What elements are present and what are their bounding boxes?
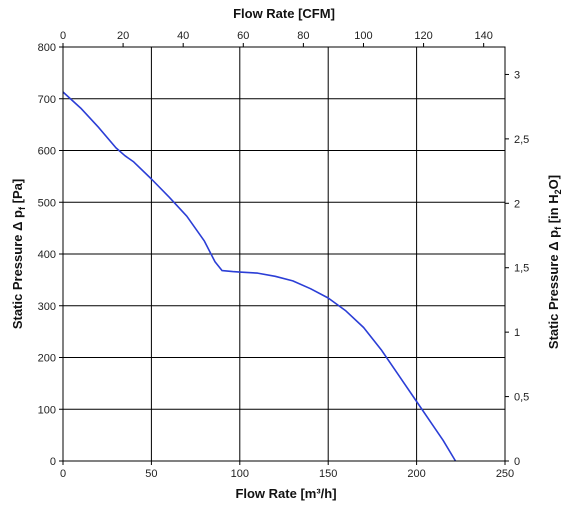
bottom-tick-label: 0 — [60, 468, 66, 480]
bottom-tick-label: 200 — [407, 468, 425, 480]
right-axis-title-subscript-2: 2 — [553, 189, 563, 194]
left-axis-title: Static Pressure Δ pf [Pa] — [10, 179, 27, 329]
left-tick-label: 700 — [38, 94, 56, 106]
left-axis-title-unit: [Pa] — [10, 179, 25, 207]
right-axis-title-unit-close: O] — [546, 175, 561, 189]
top-tick-label: 20 — [117, 30, 129, 42]
top-tick-label: 80 — [297, 30, 309, 42]
left-tick-label: 300 — [38, 301, 56, 313]
left-tick-label: 200 — [38, 353, 56, 365]
left-tick-label: 400 — [38, 249, 56, 261]
bottom-tick-label: 100 — [231, 468, 249, 480]
right-tick-label: 1 — [514, 327, 520, 339]
right-tick-label: 2,5 — [514, 134, 529, 146]
pressure-curve — [62, 91, 457, 462]
bottom-tick-label: 250 — [496, 468, 514, 480]
left-tick-label: 800 — [38, 42, 56, 54]
series-line — [62, 91, 457, 462]
left-tick-label: 600 — [38, 146, 56, 158]
right-axis-title-unit-open: [in H — [546, 194, 561, 227]
top-tick-label: 60 — [237, 30, 249, 42]
top-tick-label: 100 — [354, 30, 372, 42]
top-tick-label: 0 — [60, 30, 66, 42]
grid-lines — [62, 46, 506, 462]
right-axis-title-subscript: f — [553, 226, 563, 230]
right-tick-label: 0,5 — [514, 392, 529, 404]
right-tick-label: 1,5 — [514, 263, 529, 275]
right-tick-label: 3 — [514, 69, 520, 81]
left-axis-title-subscript: f — [17, 206, 27, 210]
right-tick-label: 2 — [514, 198, 520, 210]
bottom-tick-label: 150 — [319, 468, 337, 480]
left-tick-label: 100 — [38, 404, 56, 416]
top-tick-label: 120 — [414, 30, 432, 42]
top-tick-label: 140 — [474, 30, 492, 42]
top-tick-label: 40 — [177, 30, 189, 42]
right-tick-label: 0 — [514, 456, 520, 468]
left-axis-title-main: Static Pressure Δ p — [10, 210, 25, 329]
bottom-axis-title: Flow Rate [m³/h] — [235, 486, 336, 501]
right-axis-title: Static Pressure Δ pf [in H2O] — [546, 175, 563, 349]
left-tick-label: 500 — [38, 197, 56, 209]
left-tick-label: 0 — [50, 456, 56, 468]
bottom-tick-label: 50 — [145, 468, 157, 480]
right-axis-title-main: Static Pressure Δ p — [546, 230, 561, 349]
top-axis-title: Flow Rate [CFM] — [233, 6, 335, 21]
